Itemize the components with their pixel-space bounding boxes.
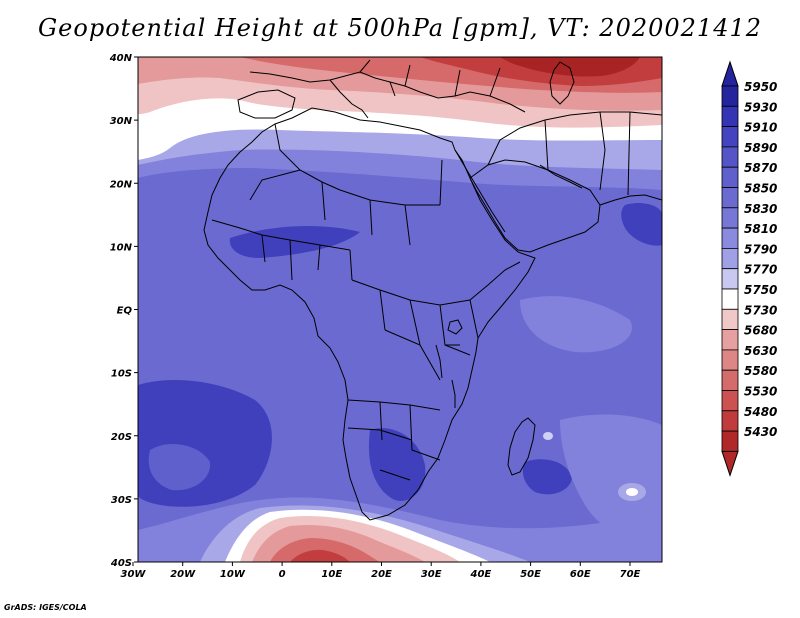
border-east-africa — [445, 261, 521, 346]
colorbar-segment — [721, 105, 739, 128]
africa-coastline — [203, 107, 536, 521]
caspian-coastline — [549, 61, 575, 105]
lat-tick-label: 40S — [110, 558, 132, 569]
lon-tick-label: 10E — [321, 569, 342, 580]
lat-tick-label: 10S — [111, 369, 132, 380]
colorbar-top-triangle — [721, 60, 739, 87]
lon-tick-label: 40E — [470, 569, 492, 580]
colorbar-bottom-triangle — [721, 450, 739, 477]
colorbar-segment — [721, 247, 739, 270]
colorbar: 5950 5930 5910 5890 5870 5850 5830 5810 5790 5770… — [721, 60, 777, 477]
arabia-coastline — [469, 159, 601, 253]
height-field — [138, 57, 662, 562]
red-sea-coastline — [454, 149, 506, 233]
border-central-africa — [351, 279, 471, 381]
colorbar-segment — [721, 268, 739, 290]
field-band-deep-southafrica — [368, 428, 426, 501]
border-west-africa — [211, 219, 353, 281]
colorbar-segment — [721, 126, 739, 148]
lat-tick-label: 10N — [110, 242, 133, 253]
colorbar-level-label: 5750 — [744, 283, 777, 297]
lon-tick-label: 30W — [121, 569, 147, 580]
iberia-coastline — [237, 89, 296, 119]
field-spot-white-southeast — [626, 488, 638, 496]
colorbar-segment — [721, 146, 739, 168]
lat-tick-label: 20N — [110, 179, 133, 190]
colorbar-segment — [721, 308, 739, 330]
lat-tick-label: 40N — [109, 53, 133, 64]
longitude-axis: 30W 20W 10W 0 10E 20E 30E 40E 50E 60E 70E — [121, 562, 641, 580]
lat-tick-label: 20S — [111, 432, 132, 443]
colorbar-segment — [721, 288, 739, 310]
lon-tick-label: 30E — [421, 569, 442, 580]
field-band-deepred-north — [500, 57, 640, 77]
field-band-deep-sahel — [229, 226, 360, 258]
colorbar-segment — [721, 390, 739, 412]
border-mideast — [487, 111, 662, 196]
colorbar-level-label: 5580 — [744, 364, 777, 378]
field-band-darkred-south — [290, 549, 350, 562]
field-band-light-indian-east — [560, 414, 662, 541]
field-band-deep-arabian-sea — [621, 203, 662, 246]
colorbar-level-label: 5810 — [744, 222, 777, 236]
colorbar-level-label: 5850 — [744, 182, 777, 196]
colorbar-segment — [721, 329, 739, 351]
lat-tick-label: EQ — [117, 306, 133, 317]
field-spot-pale-reunion — [543, 432, 553, 440]
colorbar-level-label: 5890 — [744, 141, 777, 155]
italy-coastline — [329, 79, 369, 119]
lat-tick-label: 30S — [111, 495, 132, 506]
colorbar-segment — [721, 410, 739, 432]
colorbar-level-label: 5870 — [744, 161, 777, 175]
asia-coastline — [599, 194, 662, 206]
grads-credit: GrADS: IGES/COLA — [4, 603, 87, 612]
colorbar-level-label: 5830 — [744, 202, 777, 216]
colorbar-segment — [721, 166, 739, 188]
lon-tick-label: 50E — [520, 569, 541, 580]
madagascar-coastline — [507, 417, 536, 476]
colorbar-level-label: 5790 — [744, 242, 777, 256]
colorbar-level-label: 5770 — [744, 263, 777, 277]
colorbar-level-label: 5910 — [744, 121, 777, 135]
colorbar-level-label: 5630 — [744, 344, 777, 358]
lake-tanganyika — [435, 344, 443, 379]
colorbar-level-label: 5430 — [744, 425, 777, 439]
colorbar-level-label: 5680 — [744, 324, 777, 338]
field-band-darker-southwest — [148, 443, 211, 491]
border-europe — [359, 59, 501, 97]
colorbar-level-label: 5730 — [744, 303, 777, 317]
colorbar-segment — [721, 430, 739, 452]
coastlines-borders — [203, 59, 662, 521]
lat-tick-label: 30N — [110, 116, 133, 127]
colorbar-level-label: 5480 — [744, 405, 777, 419]
lake-malawi — [451, 379, 456, 408]
colorbar-level-label: 5950 — [744, 80, 777, 94]
colorbar-segment — [721, 85, 739, 107]
lon-tick-label: 0 — [279, 569, 286, 580]
colorbar-level-label: 5930 — [744, 100, 777, 114]
lon-tick-label: 70E — [620, 569, 641, 580]
field-band-deep-indian — [522, 459, 572, 495]
lon-tick-label: 20E — [371, 569, 392, 580]
colorbar-segment — [721, 187, 739, 209]
lon-tick-label: 60E — [570, 569, 591, 580]
field-band-light-central — [520, 296, 632, 353]
lon-tick-label: 10W — [220, 569, 246, 580]
border-north-africa — [249, 123, 443, 246]
colorbar-segment — [721, 349, 739, 371]
latitude-axis: 40N 30N 20N 10N EQ 10S 20S 30S 40S — [109, 53, 138, 569]
lon-tick-label: 20W — [170, 569, 196, 580]
colorbar-segment — [721, 227, 739, 249]
map-title: Geopotential Height at 500hPa [gpm], VT:… — [38, 14, 762, 42]
colorbar-segment — [721, 207, 739, 229]
colorbar-level-label: 5530 — [744, 385, 777, 399]
lake-victoria — [447, 319, 463, 335]
colorbar-segment — [721, 369, 739, 391]
border-southern-africa — [347, 399, 441, 481]
